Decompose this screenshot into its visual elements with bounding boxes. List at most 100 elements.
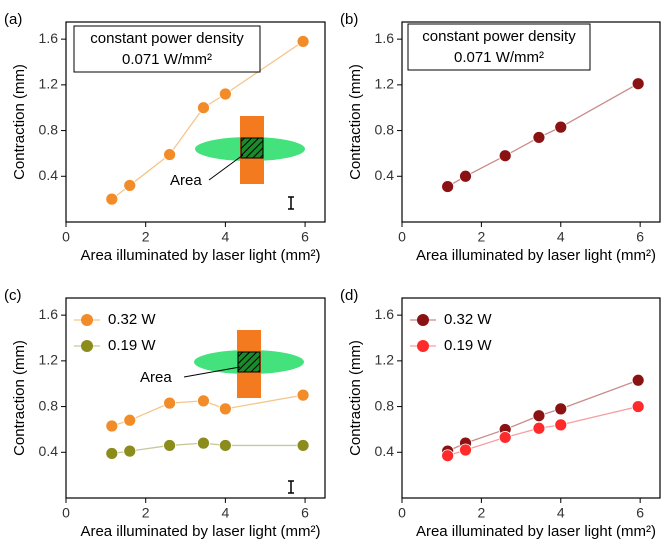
- x-tick-label: 2: [142, 505, 150, 521]
- data-point: [554, 120, 568, 134]
- panel-label: (b): [340, 11, 358, 28]
- legend-marker: [81, 340, 93, 352]
- y-tick-label: 0.8: [39, 397, 59, 413]
- x-tick-label: 2: [142, 229, 150, 245]
- y-tick-label: 1.2: [39, 352, 59, 368]
- x-tick-label: 2: [477, 505, 485, 521]
- data-point: [296, 439, 310, 452]
- annotation-box: [407, 23, 591, 71]
- legend-marker: [417, 314, 429, 326]
- x-tick-label: 4: [557, 505, 565, 521]
- annotation: 0.071 W/mm²: [454, 49, 544, 66]
- plot-frame: [401, 21, 661, 223]
- plot-frame: [401, 297, 661, 499]
- panel-label: (d): [340, 287, 358, 304]
- data-point: [498, 431, 512, 444]
- data-point: [197, 436, 210, 450]
- error-bar-symbol: [288, 480, 294, 494]
- y-tick-label: 1.2: [375, 76, 395, 92]
- x-tick-label: 6: [301, 505, 309, 521]
- data-point: [554, 418, 568, 432]
- plots: 0 2 4 6 0.4 0.8 1.2 1.6 Area illuminated by lase…: [4, 11, 661, 540]
- panel-label: (c): [4, 287, 22, 304]
- inset-illustration: [183, 330, 304, 398]
- y-tick-label: 0.4: [375, 167, 395, 183]
- y-tick-label: 0.8: [39, 121, 59, 137]
- legend-label: 0.19 W: [444, 337, 492, 354]
- data-point: [105, 192, 119, 206]
- x-axis-label: Area illuminated by laser light (mm²): [416, 523, 656, 540]
- panel: 0 2 4 6 0.4 0.8 1.2 1.6 Area illuminated by lase…: [4, 11, 326, 264]
- legend-label: 0.32 W: [108, 311, 156, 328]
- x-axis-label: Area illuminated by laser light (mm²): [80, 523, 320, 540]
- data-point: [631, 77, 645, 91]
- data-point: [123, 444, 137, 458]
- y-tick-label: 1.6: [39, 30, 59, 46]
- data-point: [532, 409, 546, 423]
- legend-label: 0.32 W: [444, 311, 492, 328]
- legend-label: 0.19 W: [108, 337, 156, 354]
- x-tick-label: 6: [636, 229, 644, 245]
- y-axis-label: Contraction (mm): [347, 64, 364, 180]
- data-point: [441, 180, 455, 193]
- y-axis-label: Contraction (mm): [347, 340, 364, 456]
- data-point: [123, 179, 137, 192]
- data-point: [163, 148, 177, 161]
- plot-frame: [65, 21, 326, 223]
- inset-illustration: [195, 116, 305, 184]
- data-point: [532, 131, 546, 144]
- data-point: [296, 35, 310, 48]
- y-tick-label: 0.4: [39, 443, 59, 459]
- annotation: constant power density: [422, 28, 576, 45]
- data-point: [218, 439, 232, 452]
- annotation: constant power density: [90, 30, 244, 47]
- panel: 0 2 4 6 0.4 0.8 1.2 1.6 Area illuminated by lase…: [340, 287, 661, 540]
- data-point: [554, 402, 568, 416]
- y-tick-label: 0.4: [375, 443, 395, 459]
- x-axis-label: Area illuminated by laser light (mm²): [416, 247, 656, 264]
- panel: 0 2 4 6 0.4 0.8 1.2 1.6 Area illuminated by lase…: [340, 11, 661, 264]
- y-tick-label: 1.6: [375, 30, 395, 46]
- error-bar-symbol: [288, 196, 294, 210]
- x-tick-label: 4: [221, 229, 229, 245]
- x-tick-label: 0: [62, 505, 70, 521]
- y-tick-label: 1.6: [39, 306, 59, 322]
- plot-frame: [65, 297, 326, 499]
- y-tick-label: 1.2: [39, 76, 59, 92]
- data-point: [441, 449, 455, 463]
- data-point: [105, 419, 119, 433]
- y-tick-label: 0.4: [39, 167, 59, 183]
- legend-marker: [81, 314, 93, 326]
- data-point: [532, 421, 546, 435]
- data-point: [218, 402, 232, 416]
- y-tick-label: 1.2: [375, 352, 395, 368]
- x-axis-label: Area illuminated by laser light (mm²): [80, 247, 320, 264]
- y-axis-label: Contraction (mm): [11, 64, 28, 180]
- data-point: [296, 388, 310, 402]
- y-tick-label: 0.8: [375, 397, 395, 413]
- legend-marker: [417, 340, 429, 352]
- annotation: Area: [140, 369, 172, 386]
- y-tick-label: 0.8: [375, 121, 395, 137]
- x-tick-label: 4: [221, 505, 229, 521]
- panel-label: (a): [4, 11, 22, 28]
- annotation: 0.071 W/mm²: [122, 51, 212, 68]
- x-tick-label: 2: [477, 229, 485, 245]
- y-tick-label: 1.6: [375, 306, 395, 322]
- data-point: [631, 400, 645, 413]
- x-tick-label: 6: [301, 229, 309, 245]
- data-point: [105, 447, 119, 460]
- data-point: [631, 373, 645, 387]
- data-point: [459, 169, 472, 183]
- data-point: [163, 396, 177, 410]
- x-tick-label: 6: [636, 505, 644, 521]
- x-tick-label: 0: [62, 229, 70, 245]
- x-tick-label: 0: [398, 505, 406, 521]
- data-point: [459, 443, 472, 457]
- data-point: [197, 394, 210, 408]
- annotation-box: [73, 25, 261, 73]
- y-axis-label: Contraction (mm): [11, 340, 28, 456]
- data-point: [163, 439, 177, 452]
- annotation: Area: [170, 172, 202, 189]
